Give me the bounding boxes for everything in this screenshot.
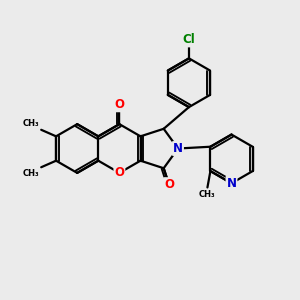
Text: Cl: Cl bbox=[183, 33, 195, 46]
Text: N: N bbox=[226, 177, 236, 190]
Text: CH₃: CH₃ bbox=[199, 190, 216, 200]
Text: O: O bbox=[164, 178, 174, 191]
Text: N: N bbox=[173, 142, 183, 155]
Text: CH₃: CH₃ bbox=[22, 119, 39, 128]
Text: CH₃: CH₃ bbox=[22, 169, 39, 178]
Text: O: O bbox=[114, 98, 124, 111]
Text: O: O bbox=[114, 167, 124, 179]
